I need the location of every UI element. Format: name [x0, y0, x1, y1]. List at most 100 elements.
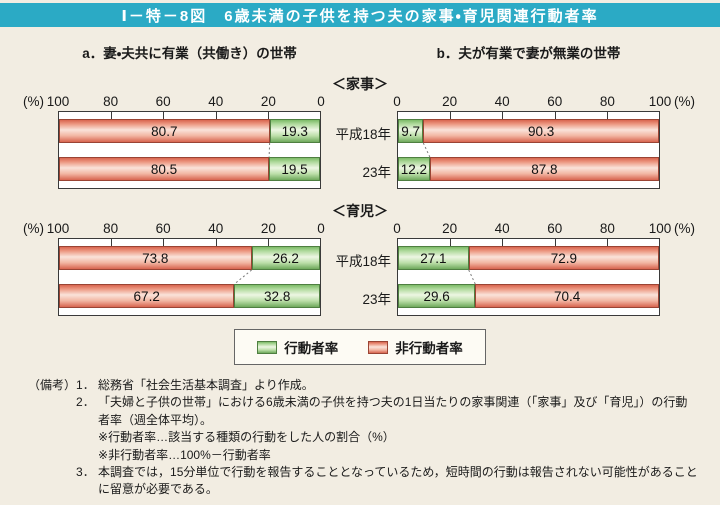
- axis-percent-label: (%): [23, 94, 44, 109]
- notes-list: 1． 総務省「社会生活基本調査」より作成。 2． 「夫婦と子供の世帯」における6…: [76, 377, 698, 499]
- legend-label-active: 行動者率: [284, 341, 339, 356]
- note-text: ※行動者率…該当する種類の行動をした人の割合（%）: [98, 430, 395, 445]
- column-headers: a．妻・夫共に有業（共働き）の世帯 b．夫が有業で妻が無業の世帯: [58, 42, 662, 62]
- axis-tick-label: 0: [317, 221, 325, 236]
- chart-dual_income: 100 80 60 40 20 0 (%) 73.8 26.2 67.2 32.8: [23, 221, 325, 316]
- bar-segment-active: 12.2: [398, 157, 430, 181]
- plot-area-single_income: 27.1 72.9 29.6 70.4: [397, 238, 660, 316]
- tick-mark: [163, 112, 165, 119]
- note-item: ※非行動者率…100%－行動者率: [76, 447, 698, 464]
- notes-label: （備考）: [28, 378, 77, 392]
- legend-item-active: 行動者率: [257, 337, 338, 357]
- row-label: 平成18年: [335, 254, 391, 269]
- axis-tick-label: 20: [442, 94, 458, 109]
- column-header-single-income: b．夫が有業で妻が無業の世帯: [436, 46, 621, 61]
- tick-mark: [111, 112, 113, 119]
- legend-label-inactive: 非行動者率: [395, 341, 463, 356]
- note-text: ※非行動者率…100%－行動者率: [98, 447, 271, 462]
- axis-tick-label: 0: [393, 94, 401, 109]
- bar-segment-active: 19.5: [269, 157, 320, 181]
- section-title: ＜育児＞: [332, 203, 388, 219]
- charts-row: 100 80 60 40 20 0 (%) 73.8 26.2 67.2 32.8 平成18年 23年 0…: [23, 221, 695, 316]
- bar-segment-active: 32.8: [234, 284, 320, 308]
- axis-tick-label: 100: [648, 94, 672, 109]
- axis-tick-label: 80: [599, 221, 615, 236]
- tick-mark: [450, 239, 452, 246]
- connector-line: [59, 270, 320, 284]
- bar-row: 73.8 26.2: [59, 246, 320, 270]
- row-label: 23年: [362, 165, 391, 180]
- bar-row: 9.7 90.3: [398, 119, 659, 143]
- legend-area: 行動者率 非行動者率: [0, 329, 720, 365]
- axis-tick-label: 40: [494, 221, 510, 236]
- axis-tick-label: 60: [155, 94, 171, 109]
- axis-tick-label: 20: [260, 221, 276, 236]
- note-item: 1． 総務省「社会生活基本調査」より作成。: [76, 377, 698, 394]
- bar-segment-active: 9.7: [398, 119, 424, 143]
- chart-single_income: 0 20 40 60 80 100 (%) 27.1 72.9 29.6 70.4: [393, 221, 695, 316]
- bar-segment-inactive: 67.2: [59, 284, 235, 308]
- axis-tick-label: 100: [46, 94, 70, 109]
- tick-mark: [111, 239, 113, 246]
- notes: （備考） 1． 総務省「社会生活基本調査」より作成。 2． 「夫婦と子供の世帯」…: [28, 377, 698, 499]
- legend: 行動者率 非行動者率: [234, 329, 486, 365]
- axis-percent-label: (%): [23, 221, 44, 236]
- chart-section-1: ＜育児＞ 100 80 60 40 20 0 (%) 73.8 26.2 67.2 32.8 平成18年…: [0, 201, 720, 316]
- axis-tick-label: 40: [208, 221, 224, 236]
- plot-area-single_income: 9.7 90.3 12.2 87.8: [397, 111, 660, 189]
- note-number: [76, 447, 98, 464]
- connector-line: [398, 270, 659, 284]
- bar-segment-active: 19.3: [269, 119, 320, 143]
- bar-segment-inactive: 90.3: [423, 119, 659, 143]
- chart-dual_income: 100 80 60 40 20 0 (%) 80.7 19.3 80.5 19.5: [23, 94, 325, 189]
- connector-line: [398, 143, 659, 157]
- row-label: 平成18年: [335, 127, 391, 142]
- bar-segment-inactive: 72.9: [468, 246, 659, 270]
- legend-swatch-red-icon: [368, 340, 389, 354]
- tick-mark: [267, 239, 269, 246]
- axis-percent-label: (%): [674, 94, 695, 109]
- note-number: 1．: [76, 378, 95, 392]
- bar-segment-inactive: 73.8: [59, 246, 252, 270]
- note-number: 3．: [76, 464, 95, 479]
- axis-tick-label: 0: [393, 221, 401, 236]
- figure-title-bar: Ⅰ－特－8図 6歳未満の子供を持つ夫の家事・育児関連行動者率: [0, 3, 720, 27]
- chart-sections: ＜家事＞ 100 80 60 40 20 0 (%) 80.7 19.3 80.5 19.5 平成18年…: [0, 74, 720, 316]
- legend-item-inactive: 非行動者率: [368, 337, 463, 357]
- bar-row: 80.7 19.3: [59, 119, 320, 143]
- column-header-dual-income: a．妻・夫共に有業（共働き）の世帯: [82, 46, 297, 61]
- tick-mark: [606, 239, 608, 246]
- chart-single_income: 0 20 40 60 80 100 (%) 9.7 90.3 12.2 87.8: [393, 94, 695, 189]
- note-number: [76, 429, 98, 446]
- row-labels-column: 平成18年 23年: [321, 221, 397, 316]
- tick-mark: [554, 239, 556, 246]
- row-label: 23年: [362, 292, 391, 307]
- row-labels-column: 平成18年 23年: [321, 94, 397, 189]
- axis-row: 0 20 40 60 80 100 (%): [393, 94, 695, 111]
- header-spacer: [321, 42, 397, 62]
- tick-mark: [163, 239, 165, 246]
- charts-row: 100 80 60 40 20 0 (%) 80.7 19.3 80.5 19.5 平成18年 23年 0…: [23, 94, 695, 189]
- bar-segment-inactive: 80.5: [59, 157, 270, 181]
- axis-tick-label: 60: [155, 221, 171, 236]
- bar-row: 27.1 72.9: [398, 246, 659, 270]
- bar-segment-inactive: 70.4: [475, 284, 659, 308]
- note-text: 総務省「社会生活基本調査」より作成。: [98, 378, 314, 392]
- bar-row: 29.6 70.4: [398, 284, 659, 308]
- axis-row: 100 80 60 40 20 0 (%): [23, 221, 325, 238]
- section-title: ＜家事＞: [332, 76, 388, 92]
- tick-mark: [267, 112, 269, 119]
- axis-tick-label: 40: [208, 94, 224, 109]
- tick-mark: [502, 239, 504, 246]
- bar-segment-inactive: 80.7: [59, 119, 270, 143]
- tick-mark: [215, 112, 217, 119]
- axis-percent-label: (%): [674, 221, 695, 236]
- legend-swatch-green-icon: [257, 340, 278, 354]
- tick-mark: [450, 112, 452, 119]
- axis-row: 100 80 60 40 20 0 (%): [23, 94, 325, 111]
- connector-line: [59, 143, 320, 157]
- plot-area-dual_income: 73.8 26.2 67.2 32.8: [58, 238, 321, 316]
- note-item: 3． 本調査では，15分単位で行動を報告することとなっているため，短時間の行動は…: [76, 464, 698, 499]
- figure-page: Ⅰ－特－8図 6歳未満の子供を持つ夫の家事・育児関連行動者率 a．妻・夫共に有業…: [0, 3, 720, 499]
- axis-tick-label: 80: [103, 221, 119, 236]
